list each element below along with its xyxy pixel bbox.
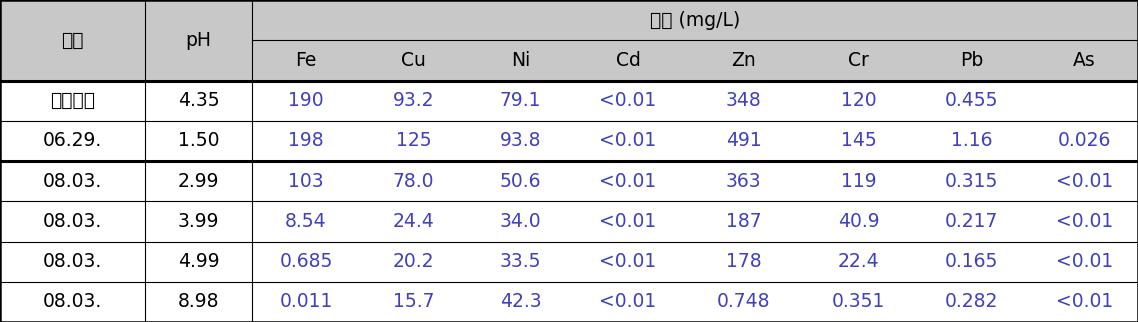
Text: 120: 120 xyxy=(841,91,876,110)
Text: 22.4: 22.4 xyxy=(838,252,880,271)
Text: pH: pH xyxy=(185,31,212,50)
Text: Pb: Pb xyxy=(960,51,983,70)
Text: <0.01: <0.01 xyxy=(1056,252,1113,271)
Text: 3.99: 3.99 xyxy=(178,212,220,231)
Text: As: As xyxy=(1073,51,1096,70)
Text: 0.217: 0.217 xyxy=(945,212,998,231)
Text: Ni: Ni xyxy=(511,51,530,70)
Text: Cu: Cu xyxy=(401,51,426,70)
Text: 08.03.: 08.03. xyxy=(43,172,102,191)
Text: 현장측정: 현장측정 xyxy=(50,91,94,110)
Text: <0.01: <0.01 xyxy=(600,252,657,271)
Text: <0.01: <0.01 xyxy=(600,212,657,231)
Text: 0.282: 0.282 xyxy=(945,292,998,311)
Text: <0.01: <0.01 xyxy=(1056,212,1113,231)
Text: 0.026: 0.026 xyxy=(1057,131,1111,150)
Text: 145: 145 xyxy=(841,131,876,150)
Text: 08.03.: 08.03. xyxy=(43,252,102,271)
Text: 0.351: 0.351 xyxy=(832,292,885,311)
Bar xyxy=(0,282,1138,322)
Bar xyxy=(0,201,1138,242)
Text: 0.315: 0.315 xyxy=(945,172,998,191)
Text: Cd: Cd xyxy=(616,51,641,70)
Text: 78.0: 78.0 xyxy=(393,172,434,191)
Text: 1.16: 1.16 xyxy=(951,131,992,150)
Text: <0.01: <0.01 xyxy=(1056,292,1113,311)
Text: 함량 (mg/L): 함량 (mg/L) xyxy=(650,11,741,30)
Text: 8.98: 8.98 xyxy=(178,292,220,311)
Text: 178: 178 xyxy=(726,252,761,271)
Text: 2.99: 2.99 xyxy=(178,172,220,191)
Text: 93.2: 93.2 xyxy=(393,91,434,110)
Text: <0.01: <0.01 xyxy=(600,172,657,191)
Bar xyxy=(0,121,1138,161)
Text: 34.0: 34.0 xyxy=(500,212,542,231)
Bar xyxy=(0,242,1138,282)
Text: 06.29.: 06.29. xyxy=(43,131,102,150)
Text: 0.011: 0.011 xyxy=(279,292,332,311)
Text: Zn: Zn xyxy=(731,51,756,70)
Text: Cr: Cr xyxy=(849,51,869,70)
Text: 79.1: 79.1 xyxy=(500,91,542,110)
Text: <0.01: <0.01 xyxy=(600,292,657,311)
Text: 24.4: 24.4 xyxy=(393,212,435,231)
Text: 187: 187 xyxy=(726,212,761,231)
Text: 0.455: 0.455 xyxy=(945,91,998,110)
Text: 15.7: 15.7 xyxy=(393,292,434,311)
Text: 125: 125 xyxy=(396,131,431,150)
Text: 0.685: 0.685 xyxy=(279,252,332,271)
Text: 198: 198 xyxy=(288,131,324,150)
Text: 4.35: 4.35 xyxy=(178,91,220,110)
Text: 42.3: 42.3 xyxy=(500,292,542,311)
Text: 08.03.: 08.03. xyxy=(43,292,102,311)
Bar xyxy=(0,80,1138,121)
Text: 4.99: 4.99 xyxy=(178,252,220,271)
Text: 폐수: 폐수 xyxy=(61,31,84,50)
Text: 491: 491 xyxy=(726,131,761,150)
Text: 119: 119 xyxy=(841,172,876,191)
Text: <0.01: <0.01 xyxy=(600,91,657,110)
Text: <0.01: <0.01 xyxy=(600,131,657,150)
Bar xyxy=(0,161,1138,201)
Text: 50.6: 50.6 xyxy=(500,172,542,191)
Text: 40.9: 40.9 xyxy=(838,212,880,231)
Bar xyxy=(0,0,1138,80)
Text: 0.165: 0.165 xyxy=(945,252,998,271)
Text: 1.50: 1.50 xyxy=(178,131,220,150)
Text: 33.5: 33.5 xyxy=(500,252,542,271)
Text: 8.54: 8.54 xyxy=(286,212,327,231)
Text: 103: 103 xyxy=(288,172,324,191)
Text: 363: 363 xyxy=(726,172,761,191)
Text: 190: 190 xyxy=(288,91,324,110)
Text: 0.748: 0.748 xyxy=(717,292,770,311)
Text: 08.03.: 08.03. xyxy=(43,212,102,231)
Text: 348: 348 xyxy=(726,91,761,110)
Text: <0.01: <0.01 xyxy=(1056,172,1113,191)
Text: 20.2: 20.2 xyxy=(393,252,434,271)
Text: Fe: Fe xyxy=(295,51,316,70)
Text: 93.8: 93.8 xyxy=(500,131,542,150)
